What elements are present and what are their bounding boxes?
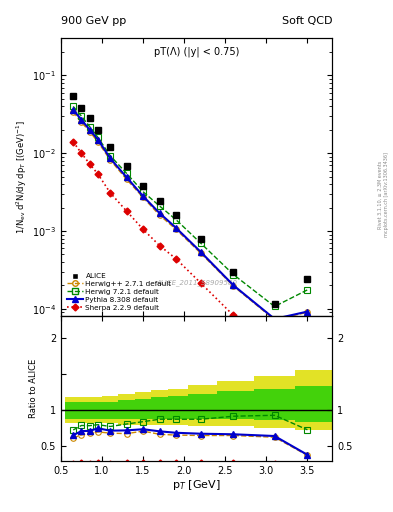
Bar: [94, 401, 102, 419]
Text: pT(Λ) (|y| < 0.75): pT(Λ) (|y| < 0.75): [154, 47, 239, 57]
Bar: [102, 401, 118, 419]
Bar: [86, 397, 94, 423]
Text: Soft QCD: Soft QCD: [282, 15, 332, 26]
Bar: [217, 392, 254, 419]
Text: mcplots.cern.ch [arXiv:1306.3436]: mcplots.cern.ch [arXiv:1306.3436]: [384, 152, 389, 237]
Bar: [254, 375, 295, 428]
Bar: [77, 401, 86, 419]
Bar: [94, 397, 102, 423]
Bar: [295, 371, 332, 431]
Bar: [86, 401, 94, 419]
X-axis label: p$_T$ [GeV]: p$_T$ [GeV]: [172, 478, 221, 493]
Text: Rivet 3.1.10, ≥ 2.3M events: Rivet 3.1.10, ≥ 2.3M events: [378, 160, 383, 229]
Bar: [135, 399, 151, 419]
Bar: [118, 394, 135, 424]
Bar: [217, 381, 254, 426]
Bar: [254, 389, 295, 420]
Bar: [65, 397, 77, 423]
Bar: [151, 397, 168, 419]
Bar: [135, 392, 151, 424]
Bar: [188, 394, 217, 419]
Bar: [118, 400, 135, 419]
Bar: [168, 396, 188, 419]
Bar: [295, 386, 332, 422]
Bar: [168, 389, 188, 424]
Bar: [65, 401, 77, 419]
Bar: [188, 385, 217, 426]
Legend: ALICE, Herwig++ 2.7.1 default, Herwig 7.2.1 default, Pythia 8.308 default, Sherp: ALICE, Herwig++ 2.7.1 default, Herwig 7.…: [64, 271, 174, 313]
Bar: [77, 397, 86, 423]
Text: 900 GeV pp: 900 GeV pp: [61, 15, 126, 26]
Bar: [151, 390, 168, 424]
Bar: [102, 396, 118, 423]
Y-axis label: Ratio to ALICE: Ratio to ALICE: [29, 359, 38, 418]
Y-axis label: 1/N$_{\rm ev}$ d$^2$N/dy dp$_T$ [(GeV)$^{-1}$]: 1/N$_{\rm ev}$ d$^2$N/dy dp$_T$ [(GeV)$^…: [15, 120, 29, 234]
Text: ALICE_2011_S8909580: ALICE_2011_S8909580: [156, 280, 237, 286]
